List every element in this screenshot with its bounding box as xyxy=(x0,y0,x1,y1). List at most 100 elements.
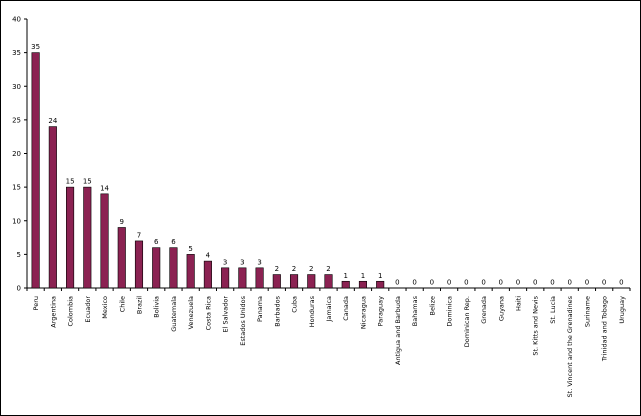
category-label: Estados Unidos xyxy=(239,295,247,345)
bar xyxy=(134,240,144,289)
data-label: 0 xyxy=(481,279,485,287)
data-label: 5 xyxy=(188,245,192,253)
category-label: Bolivia xyxy=(153,296,161,318)
category-label: Belize xyxy=(428,296,436,315)
category-label: Jamaica xyxy=(325,296,333,323)
category-label: Uruguay xyxy=(618,296,626,324)
category-label: Venezuela xyxy=(187,296,195,329)
data-label: 1 xyxy=(343,272,347,280)
data-label: 3 xyxy=(257,258,261,266)
y-tick-label: 25 xyxy=(12,116,21,124)
bar xyxy=(117,227,126,289)
data-label: 9 xyxy=(120,218,124,226)
chart-labels: 35Peru24Argentina15Colombia15Ecuador14Me… xyxy=(31,43,626,397)
category-label: Trinidad and Tobago xyxy=(601,296,609,362)
bar xyxy=(376,280,385,289)
bar xyxy=(255,267,264,289)
y-tick-label: 15 xyxy=(12,184,21,192)
data-label: 24 xyxy=(48,117,57,125)
category-label: Panama xyxy=(256,296,264,322)
bar xyxy=(324,274,333,289)
bar xyxy=(341,280,350,289)
bar xyxy=(221,267,230,289)
data-label: 0 xyxy=(533,279,537,287)
category-label: Chile xyxy=(118,296,126,312)
bar xyxy=(83,186,92,289)
category-label: Haiti xyxy=(515,296,523,311)
data-label: 3 xyxy=(240,258,244,266)
data-label: 35 xyxy=(31,43,40,51)
bar xyxy=(186,254,195,289)
category-label: St. Vincent and the Grenadines xyxy=(566,295,574,397)
data-label: 4 xyxy=(206,252,211,260)
data-label: 0 xyxy=(602,279,606,287)
y-tick-label: 5 xyxy=(17,251,21,259)
y-tick-label: 40 xyxy=(12,16,21,24)
category-label: Suriname xyxy=(583,296,591,327)
category-label: St. Lucia xyxy=(549,296,557,324)
data-label: 14 xyxy=(100,184,109,192)
bar xyxy=(48,126,57,289)
data-label: 2 xyxy=(326,265,330,273)
data-label: 0 xyxy=(464,279,468,287)
category-label: Cuba xyxy=(291,296,299,313)
bar xyxy=(169,247,178,289)
bar xyxy=(100,193,109,289)
category-label: Colombia xyxy=(67,296,75,327)
category-label: Grenada xyxy=(480,296,488,324)
y-tick-label: 10 xyxy=(12,217,21,225)
data-label: 15 xyxy=(83,178,92,186)
category-label: Canada xyxy=(342,296,350,321)
category-label: Mexico xyxy=(101,296,109,319)
data-label: 0 xyxy=(430,279,434,287)
data-label: 1 xyxy=(378,272,382,280)
category-label: St. Kitts and Nevis xyxy=(532,295,540,355)
bar xyxy=(66,186,75,289)
data-label: 7 xyxy=(137,231,141,239)
bar xyxy=(152,247,161,289)
data-label: 2 xyxy=(292,265,296,273)
category-label: Antigua and Barbuda xyxy=(394,296,402,365)
bar xyxy=(31,52,40,289)
category-label: Guatemala xyxy=(170,296,178,332)
category-label: Guyana xyxy=(497,296,505,321)
y-tick-label: 35 xyxy=(12,49,21,57)
category-label: Bahamas xyxy=(411,295,419,326)
data-label: 0 xyxy=(447,279,451,287)
data-label: 0 xyxy=(619,279,623,287)
bar xyxy=(272,274,281,289)
y-tick-label: 20 xyxy=(12,150,21,158)
category-label: Costa Rica xyxy=(204,296,212,330)
category-label: Nicaragua xyxy=(359,296,367,329)
category-label: Ecuador xyxy=(84,296,92,323)
data-label: 6 xyxy=(171,238,176,246)
data-label: 0 xyxy=(395,279,399,287)
category-label: Barbados xyxy=(273,295,281,326)
data-label: 0 xyxy=(412,279,416,287)
category-label: Dominica xyxy=(446,296,454,327)
data-label: 0 xyxy=(567,279,571,287)
bar xyxy=(307,274,316,289)
data-label: 0 xyxy=(499,279,503,287)
bar xyxy=(358,280,368,289)
data-label: 2 xyxy=(275,265,279,273)
category-label: Honduras xyxy=(308,295,316,327)
data-label: 1 xyxy=(361,272,365,280)
data-label: 2 xyxy=(309,265,313,273)
bar xyxy=(289,274,299,289)
category-label: Dominican Rep. xyxy=(463,296,471,347)
category-label: Paraguay xyxy=(377,296,385,326)
bar xyxy=(238,267,247,289)
chart-bars xyxy=(31,52,385,289)
y-tick-label: 0 xyxy=(17,285,21,293)
category-label: Brazil xyxy=(135,296,143,314)
data-label: 0 xyxy=(550,279,554,287)
category-label: Peru xyxy=(32,296,40,310)
data-label: 3 xyxy=(223,258,227,266)
category-label: El Salvador xyxy=(222,296,230,333)
bar xyxy=(203,260,212,289)
data-label: 15 xyxy=(66,178,75,186)
data-label: 6 xyxy=(154,238,159,246)
